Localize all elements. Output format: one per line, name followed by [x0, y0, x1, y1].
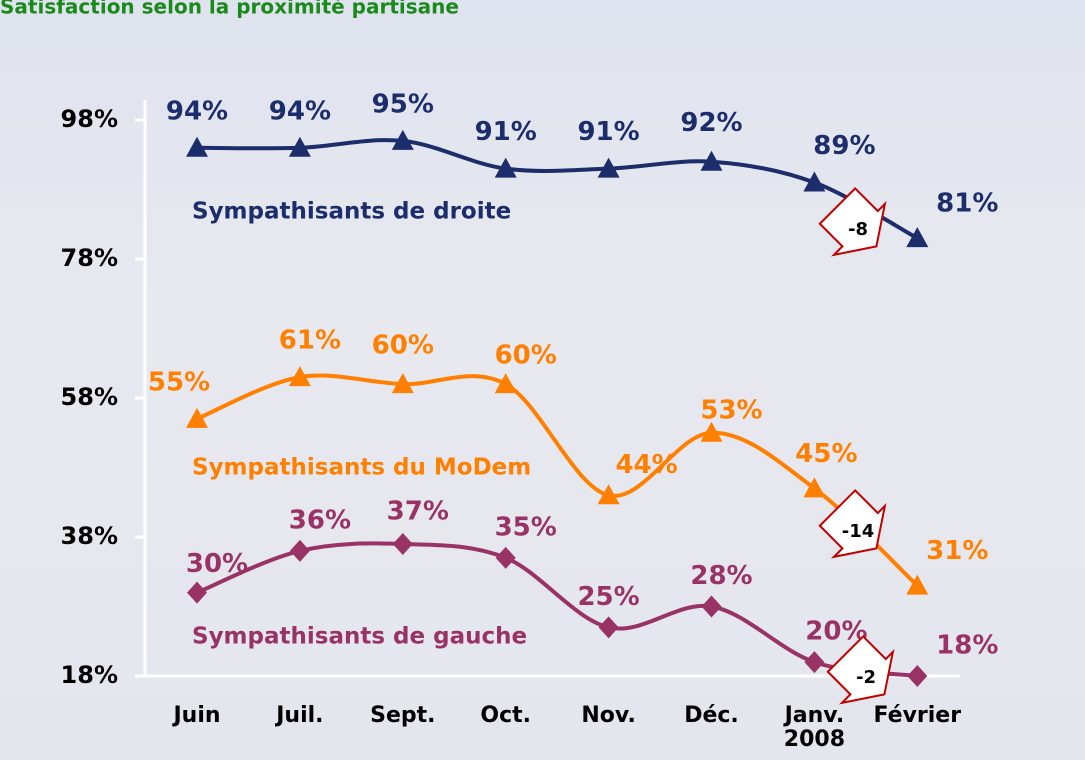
point-marker [290, 540, 310, 562]
x-tick-label: Sept. [353, 704, 453, 728]
point-marker [599, 616, 619, 638]
data-label: 94% [269, 96, 331, 126]
point-marker [187, 582, 207, 604]
data-label: 92% [680, 108, 742, 138]
series-label: Sympathisants de droite [192, 199, 511, 225]
y-tick-label: 58% [61, 383, 118, 411]
data-label: 36% [289, 505, 351, 535]
point-marker [804, 651, 824, 673]
chart-svg: Satisfaction selon la proximité partisan… [0, 0, 1085, 760]
data-label: 81% [936, 189, 998, 219]
y-tick-label: 38% [61, 522, 118, 550]
data-label: 25% [577, 582, 639, 612]
data-label: 44% [615, 450, 677, 480]
point-marker [393, 533, 413, 555]
point-marker [186, 408, 208, 428]
data-label: 37% [387, 496, 449, 526]
callout-text: -8 [848, 219, 868, 240]
data-label: 95% [372, 89, 434, 119]
x-tick-label: Février [867, 704, 967, 728]
data-label: 61% [279, 326, 341, 356]
y-tick-label: 98% [61, 105, 118, 133]
callout-text: -2 [856, 667, 876, 688]
x-tick-label: Nov. [559, 704, 659, 728]
point-marker [702, 596, 722, 618]
point-marker [907, 665, 927, 687]
data-label: 91% [475, 117, 537, 147]
data-label: 89% [813, 131, 875, 161]
data-label: 35% [495, 512, 557, 542]
data-label: 30% [186, 549, 248, 579]
series-label: Sympathisants de gauche [192, 624, 527, 650]
x-tick-label: Juil. [250, 704, 350, 728]
data-label: 94% [166, 96, 228, 126]
callout-text: -14 [842, 521, 875, 542]
chart-title: Satisfaction selon la proximité partisan… [0, 0, 459, 19]
x-tick-label: Janv. 2008 [764, 704, 864, 752]
data-label: 18% [936, 631, 998, 661]
point-marker [495, 373, 517, 393]
point-marker [906, 227, 928, 247]
x-tick-label: Déc. [662, 704, 762, 728]
y-tick-label: 18% [61, 661, 118, 689]
data-label: 55% [148, 367, 210, 397]
x-tick-label: Juin [147, 704, 247, 728]
data-label: 91% [577, 117, 639, 147]
series-label: Sympathisants du MoDem [192, 455, 531, 481]
data-label: 60% [495, 341, 557, 371]
data-label: 28% [690, 561, 752, 591]
data-label: 31% [926, 536, 988, 566]
series-line [197, 543, 917, 676]
data-label: 53% [700, 395, 762, 425]
data-label: 45% [795, 439, 857, 469]
data-label: 60% [372, 331, 434, 361]
y-tick-label: 78% [61, 244, 118, 272]
point-marker [496, 547, 516, 569]
chart: Satisfaction selon la proximité partisan… [0, 0, 1085, 760]
x-tick-label: Oct. [456, 704, 556, 728]
